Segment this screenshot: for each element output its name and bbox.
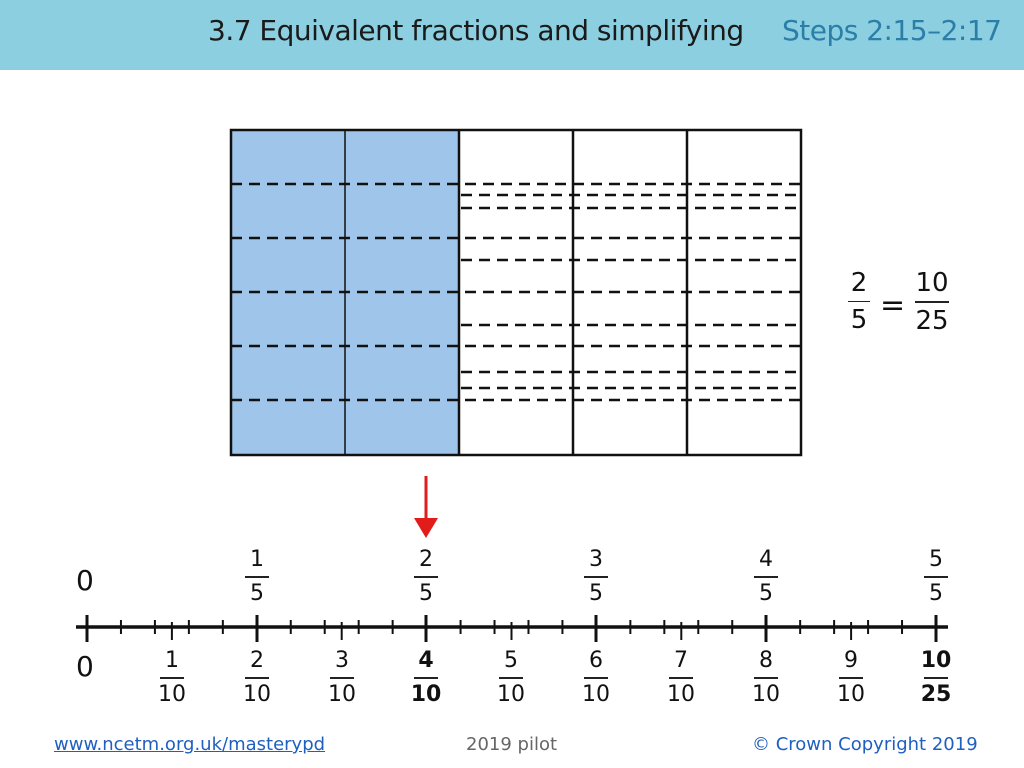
equals-sign: = <box>880 288 906 323</box>
numerator: 10 <box>915 268 949 298</box>
equation-left-fraction: 2 5 <box>839 268 879 335</box>
minor-ticks <box>119 620 904 640</box>
fraction-bar <box>915 301 949 303</box>
denominator: 5 <box>850 305 868 335</box>
zero-label-bottom: 0 <box>76 650 94 683</box>
tenth-label-8: 8 10 <box>752 648 780 707</box>
tenth-label-9: 9 10 <box>837 648 865 707</box>
copyright-label: © Crown Copyright 2019 <box>752 734 978 755</box>
fraction-bar <box>848 301 870 302</box>
steps-label: Steps 2:15–2:17 <box>782 14 1002 47</box>
equation-right-fraction: 10 25 <box>912 268 952 336</box>
tenth-label-10: 10 25 <box>920 648 952 707</box>
denominator: 25 <box>915 306 949 336</box>
red-arrow <box>414 476 438 538</box>
tenth-label-2: 2 10 <box>243 648 271 707</box>
numerator: 2 <box>850 268 868 298</box>
header-bar: 3.7 Equivalent fractions and simplifying… <box>0 0 1024 70</box>
ncetm-link[interactable]: www.ncetm.org.uk/masterypd <box>54 734 326 755</box>
tenth-label-1: 1 10 <box>158 648 186 707</box>
major-ticks <box>85 615 938 642</box>
page-title: 3.7 Equivalent fractions and simplifying <box>208 14 744 47</box>
tenth-label-5: 5 10 <box>497 648 525 707</box>
tenth-label-7: 7 10 <box>667 648 695 707</box>
tenth-label-3: 3 10 <box>328 648 356 707</box>
extra-dashed-rows <box>461 193 801 390</box>
tenth-label-6: 6 10 <box>582 648 610 707</box>
tenth-label-4: 4 10 <box>410 648 442 707</box>
dashed-rows <box>231 182 801 402</box>
pilot-label: 2019 pilot <box>466 734 558 755</box>
zero-label-top: 0 <box>76 564 94 597</box>
